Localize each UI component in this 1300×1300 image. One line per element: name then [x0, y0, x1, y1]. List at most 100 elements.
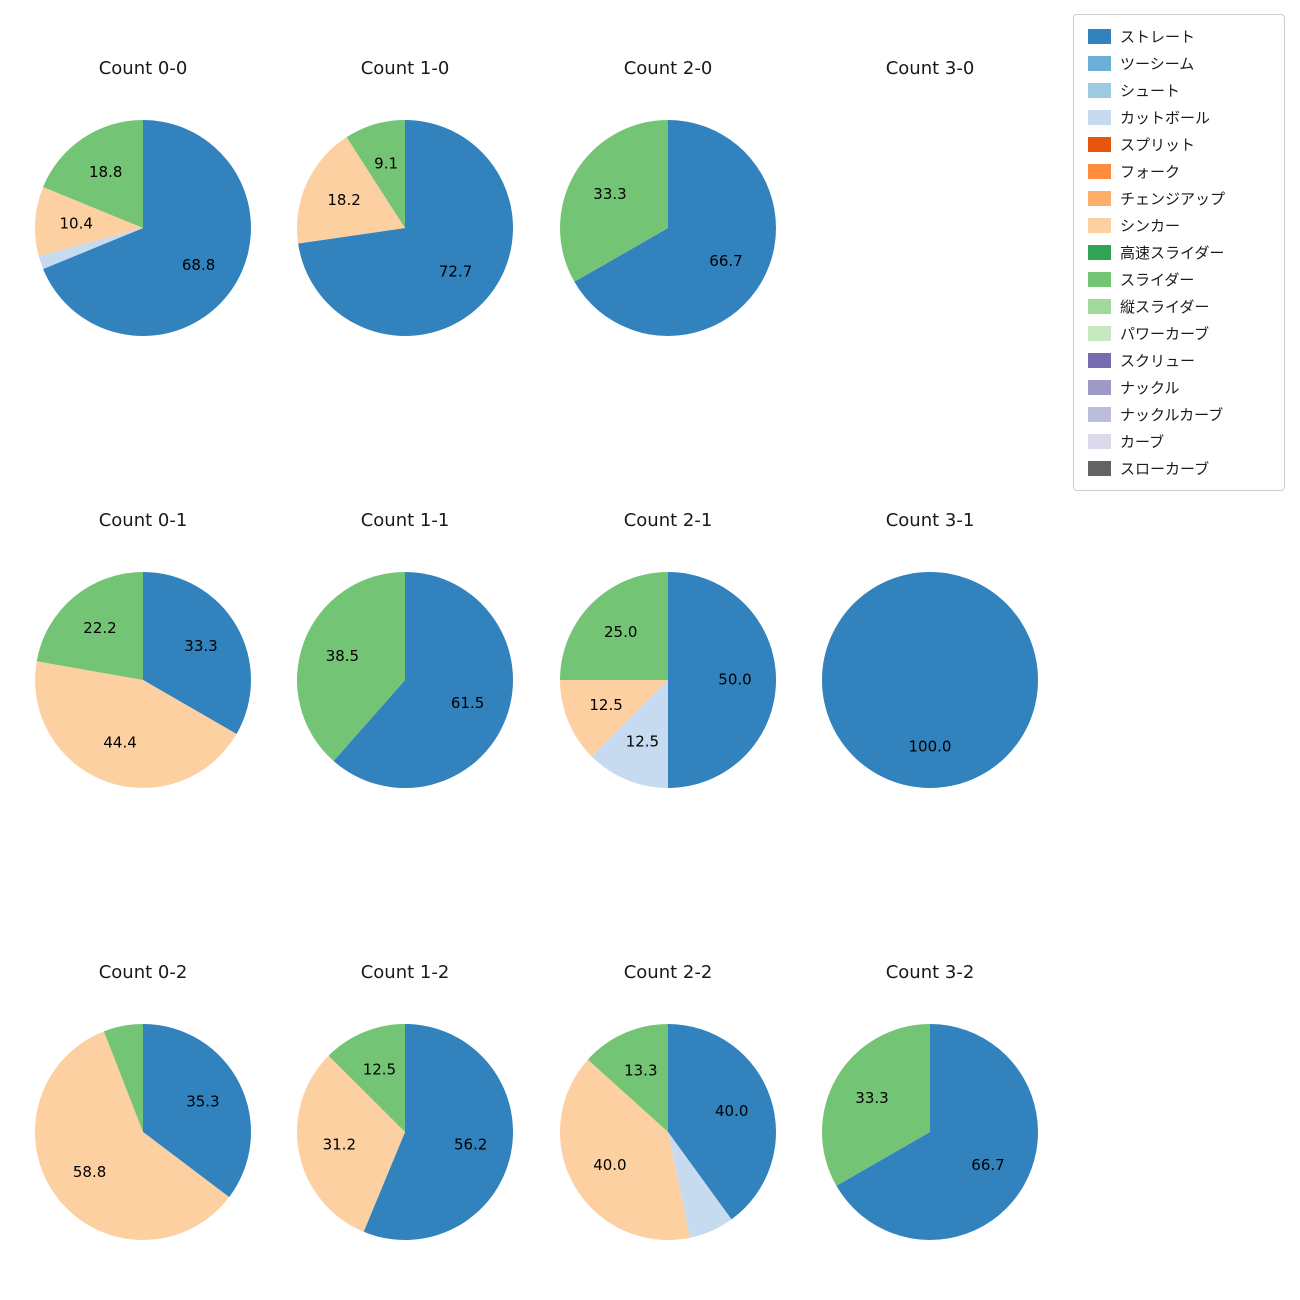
- legend-item: カットボール: [1088, 104, 1270, 131]
- pie-slice-ストレート: [668, 1024, 776, 1220]
- legend-item: シュート: [1088, 77, 1270, 104]
- legend: ストレートツーシームシュートカットボール スプリットフォークチェンジアップシンカー…: [1073, 14, 1285, 491]
- pie-percent-label: 33.3: [855, 1089, 888, 1107]
- chart-cell-count-3-1: Count 3-1 100.0: [812, 508, 1048, 798]
- legend-color-swatch-icon: [1088, 299, 1111, 314]
- legend-item-label: ナックルカーブ: [1120, 406, 1224, 424]
- pie-percent-label: 18.2: [327, 191, 360, 209]
- pie-slice-シンカー: [34, 186, 143, 257]
- legend-item: パワーカーブ: [1088, 320, 1270, 347]
- chart-title: Count 0-0: [98, 58, 188, 79]
- legend-color-swatch-icon: [1088, 218, 1111, 233]
- legend-item: カーブ: [1088, 428, 1270, 455]
- legend-item-label: パワーカーブ: [1120, 325, 1210, 343]
- legend-item-label: カットボール: [1120, 109, 1211, 127]
- pie-slice-カットボール: [38, 228, 143, 270]
- legend-color-swatch-icon: [1088, 164, 1111, 179]
- pie-percent-label: 44.4: [103, 733, 136, 751]
- pie-slice-カットボール: [591, 680, 668, 788]
- legend-item-label: スプリット: [1120, 136, 1196, 154]
- pie-svg: 72.7 18.2 9.1: [297, 120, 514, 336]
- pie-slice-ストレート: [298, 120, 514, 336]
- chart-cell-count-0-1: Count 0-1 33.3 44.4 22.2: [25, 508, 261, 798]
- pie-svg: 33.3 44.4 22.2: [35, 572, 251, 788]
- pie-svg: 35.3 58.8: [34, 1024, 252, 1241]
- legend-color-swatch-icon: [1088, 56, 1111, 71]
- chart-title: Count 0-2: [98, 962, 188, 983]
- pie-percent-label: 61.5: [451, 694, 484, 712]
- pie-slice-カットボール: [668, 1132, 732, 1238]
- chart-cell-count-0-2: Count 0-2 35.3 58.8: [25, 960, 261, 1250]
- pie-svg: 66.7 33.3: [822, 1024, 1039, 1240]
- pie-percent-label: 33.3: [184, 637, 217, 655]
- chart-cell-count-1-2: Count 1-2 56.2 31.2 12.5: [287, 960, 523, 1250]
- pie-slice-スライダー: [43, 119, 144, 228]
- pie-percent-label: 12.5: [363, 1061, 396, 1079]
- pie-percent-label: 33.3: [593, 185, 626, 203]
- chart-cell-count-2-2: Count 2-2 40.0 40.0 13.3: [550, 960, 786, 1250]
- legend-item-label: フォーク: [1120, 163, 1181, 181]
- legend-item: 高速スライダー: [1088, 239, 1270, 266]
- chart-cell-count-1-1: Count 1-1 61.5 38.5: [287, 508, 523, 798]
- pie-slice-スライダー: [560, 572, 668, 680]
- pie-slice-スライダー: [36, 572, 143, 680]
- chart-title: Count 3-1: [885, 510, 975, 531]
- legend-color-swatch-icon: [1088, 137, 1111, 152]
- pie-percent-label: 66.7: [709, 252, 742, 270]
- pie-svg: 66.7 33.3: [560, 120, 777, 336]
- legend-item-label: スローカーブ: [1120, 460, 1210, 478]
- pie-slice-シンカー: [34, 1031, 230, 1241]
- pie-slice-ストレート: [822, 572, 1038, 788]
- legend-item-label: ナックル: [1120, 379, 1180, 397]
- pie-slice-スライダー: [560, 120, 668, 282]
- legend-color-swatch-icon: [1088, 110, 1111, 125]
- legend-item: ナックル: [1088, 374, 1270, 401]
- pie-percent-label: 13.3: [624, 1061, 657, 1079]
- legend-item-label: チェンジアップ: [1120, 190, 1226, 208]
- chart-title: Count 1-0: [360, 58, 450, 79]
- pie-percent-label: 9.1: [374, 154, 398, 172]
- pie-percent-label: 66.7: [971, 1156, 1004, 1174]
- pie-percent-label: 22.2: [83, 619, 116, 637]
- legend-item-label: ストレート: [1120, 28, 1196, 46]
- pie-slice-シンカー: [560, 680, 668, 757]
- pie-percent-label: 31.2: [323, 1136, 356, 1154]
- legend-item: ツーシーム: [1088, 50, 1270, 77]
- chart-title: Count 0-1: [98, 510, 188, 531]
- legend-item: スクリュー: [1088, 347, 1270, 374]
- pie-percent-label: 40.0: [593, 1156, 626, 1174]
- legend-color-swatch-icon: [1088, 272, 1111, 287]
- pie-slice-シンカー: [559, 1059, 691, 1241]
- pie-percent-label: 10.4: [59, 214, 92, 232]
- pie-slice-スライダー: [822, 1024, 930, 1186]
- pie-slice-シンカー: [296, 1055, 405, 1232]
- pie-slice-スライダー: [103, 1024, 143, 1132]
- chart-cell-count-1-0: Count 1-0 72.7 18.2 9.1: [287, 56, 523, 346]
- pie-percent-label: 38.5: [326, 647, 359, 665]
- legend-color-swatch-icon: [1088, 353, 1111, 368]
- pie-slice-ストレート: [574, 120, 777, 336]
- chart-cell-count-3-0: Count 3-0: [812, 56, 1048, 346]
- chart-cell-count-2-1: Count 2-1 50.0 12.5 12.5 25.0: [550, 508, 786, 798]
- pie-slice-スライダー: [297, 572, 405, 762]
- legend-color-swatch-icon: [1088, 434, 1111, 449]
- legend-color-swatch-icon: [1088, 29, 1111, 44]
- legend-item: チェンジアップ: [1088, 185, 1270, 212]
- pie-slice-スライダー: [328, 1024, 405, 1132]
- legend-item-label: 縦スライダー: [1120, 298, 1210, 316]
- pie-slice-ストレート: [143, 1024, 252, 1198]
- chart-title: Count 3-0: [885, 58, 975, 79]
- legend-item: スライダー: [1088, 266, 1270, 293]
- pie-svg: 100.0: [822, 572, 1038, 788]
- legend-item: シンカー: [1088, 212, 1270, 239]
- pie-svg: 61.5 38.5: [297, 572, 514, 788]
- legend-item-label: シュート: [1120, 82, 1181, 100]
- legend-color-swatch-icon: [1088, 191, 1111, 206]
- pie-svg: 40.0 40.0 13.3: [559, 1024, 776, 1241]
- legend-item: スプリット: [1088, 131, 1270, 158]
- pie-slice-ストレート: [363, 1024, 514, 1240]
- legend-item: ナックルカーブ: [1088, 401, 1270, 428]
- pie-slice-ストレート: [836, 1024, 1039, 1240]
- legend-item: スローカーブ: [1088, 455, 1270, 482]
